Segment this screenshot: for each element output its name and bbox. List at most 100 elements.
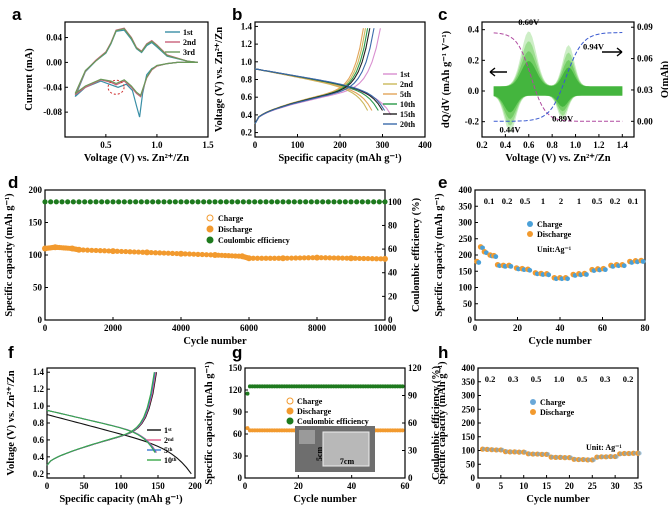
panel-d-legend-label: Discharge	[218, 225, 253, 234]
panel-h-ytick-label: 400	[462, 363, 476, 373]
panel-d-efficiency-point	[104, 199, 110, 205]
panel-h-rate-label: 0.5	[577, 374, 588, 384]
panel-b-charge-2nd	[254, 28, 367, 124]
panel-f-discharge-10th	[46, 409, 156, 453]
panel-f-xtick-label: 50	[80, 481, 90, 491]
panel-e-charge-point	[476, 260, 482, 265]
panel-e-charge-point	[546, 272, 552, 278]
panel-e-xtick-label: 60	[598, 323, 608, 333]
panel-d-efficiency-point	[303, 199, 309, 205]
panel-d-ytick-label: 100	[29, 250, 43, 260]
panel-f-x-axis-label: Specific capacity (mAh g⁻¹)	[59, 494, 183, 505]
panel-f-xtick-label: 0	[45, 481, 50, 491]
panel-d-discharge-point	[89, 247, 95, 253]
panel-g-xtick-label: 60	[401, 481, 411, 491]
panel-f-discharge-1st	[46, 413, 192, 475]
panel-a-xtick-label: 1.5	[202, 140, 214, 150]
panel-d-discharge-point	[152, 250, 159, 256]
panel-d-efficiency-point	[82, 199, 88, 205]
panel-c-xtick-label: 1.4	[617, 140, 629, 150]
panel-h-xtick-label: 10	[519, 481, 529, 491]
panel-e-charge-point	[508, 263, 514, 269]
panel-d-efficiency-point	[269, 199, 275, 205]
panel-d-legend-marker	[206, 214, 214, 222]
panel-f-charge-10th	[46, 372, 155, 466]
panel-d-efficiency-point	[99, 199, 105, 205]
panel-e-charge-point	[621, 263, 627, 269]
panel-d-efficiency-point	[246, 199, 252, 205]
panel-d-discharge-point	[101, 248, 108, 254]
panel-g-legend-label: Charge	[297, 397, 323, 406]
panel-d-discharge-point	[373, 256, 380, 262]
panel-d-discharge-point	[135, 249, 142, 255]
panel-h-rate-label: 1.0	[554, 374, 565, 384]
panel-f-ytick-label: 1.2	[33, 384, 45, 394]
panel-e-xtick-label: 0	[473, 323, 478, 333]
panel-h-xtick-label: 0	[476, 481, 481, 491]
panel-e-rate-label: 2	[559, 196, 563, 206]
panel-f-ytick-label: 0.2	[33, 469, 45, 479]
panel-d-discharge-point	[271, 255, 278, 261]
panel-c-ytick-label: 0.2	[468, 55, 480, 65]
panel-h-ytick-label: 250	[462, 404, 476, 414]
panel-d-discharge-point	[114, 248, 120, 254]
panel-f-ytick-label: 0.4	[33, 452, 45, 462]
panel-f-legend-label: 5th	[164, 446, 173, 455]
panel-d-efficiency-point	[337, 199, 343, 205]
panel-h-xtick-label: 15	[542, 481, 552, 491]
panel-d-discharge-point	[110, 248, 116, 255]
panel-d-discharge-point	[191, 251, 197, 257]
panel-e-ytick-label: 250	[459, 234, 473, 244]
panel-e-charge-point	[584, 272, 589, 277]
panel-e-xtick-label: 20	[513, 323, 523, 333]
panel-d-efficiency-point	[87, 199, 93, 205]
panel-d-efficiency-point	[184, 199, 190, 205]
panel-c-peak-label: 0.94V	[583, 42, 605, 52]
panel-a-xtick-label: 0.5	[100, 140, 112, 150]
panel-c-x-axis-label: Voltage (V) vs. Zn²⁺/Zn	[505, 153, 610, 164]
panel-e-charge-point	[493, 254, 499, 260]
panel-f-ytick-label: 0.8	[33, 418, 45, 428]
panel-h-y-axis-label: Specific capacity (mAh g⁻¹)	[437, 361, 448, 485]
panel-c-arrow-right	[602, 47, 623, 57]
panel-b-discharge-20th	[254, 68, 386, 111]
panel-g-y-axis-label: Specific capacity (mAh g⁻¹)	[204, 361, 215, 485]
panel-d-discharge-point	[301, 255, 307, 261]
panel-d-efficiency-point	[280, 199, 286, 205]
panel-d-efficiency-point	[48, 199, 54, 205]
panel-c-y-axis-label: dQ/dV (mAh g⁻¹ V⁻¹)	[441, 30, 452, 128]
panel-c-frame	[481, 21, 635, 138]
panel-a-highlight-circle	[107, 79, 125, 95]
panel-e-legend-marker	[527, 221, 533, 227]
panel-h-xtick-label: 30	[611, 481, 621, 491]
panel-e-ytick-label: 400	[459, 185, 473, 195]
panel-b-legend-label: 2nd	[400, 80, 413, 89]
panel-d-efficiency-point	[320, 199, 326, 205]
panel-d-efficiency-point	[212, 199, 218, 205]
panel-d-ytick-label: 200	[29, 185, 43, 195]
panel-d-x-axis-label: Cycle number	[183, 336, 247, 347]
panel-g-xtick-label: 0	[243, 481, 248, 491]
panel-e-charge-point	[527, 267, 533, 273]
panel-a-letter: a	[12, 5, 22, 24]
panel-e-ytick-label: 300	[459, 218, 473, 228]
panel-e-legend-label: Charge	[537, 220, 563, 229]
panel-d-efficiency-point	[365, 199, 371, 205]
panel-d-efficiency-point	[150, 199, 156, 205]
panel-d-efficiency-point	[286, 199, 292, 205]
panel-h-rate-label: 0.2	[485, 374, 496, 384]
panel-b-legend-label: 5th	[400, 90, 412, 99]
panel-c-xtick-label: 0.6	[523, 140, 535, 150]
panel-d-efficiency-point	[189, 199, 195, 205]
panel-d-efficiency-point	[354, 199, 360, 205]
panel-d-efficiency-point	[235, 199, 241, 205]
panel-d-discharge-point	[288, 255, 295, 261]
panel-d-discharge-point	[246, 255, 252, 262]
panel-f-ytick-label: 1.4	[33, 367, 45, 377]
panel-d-efficiency-point	[93, 199, 99, 205]
panel-e-xtick-label: 80	[641, 323, 651, 333]
panel-b-ytick-label: 0.4	[241, 110, 253, 120]
panel-d-discharge-point	[382, 255, 388, 262]
panel-d-xtick-label: 0	[43, 323, 48, 333]
